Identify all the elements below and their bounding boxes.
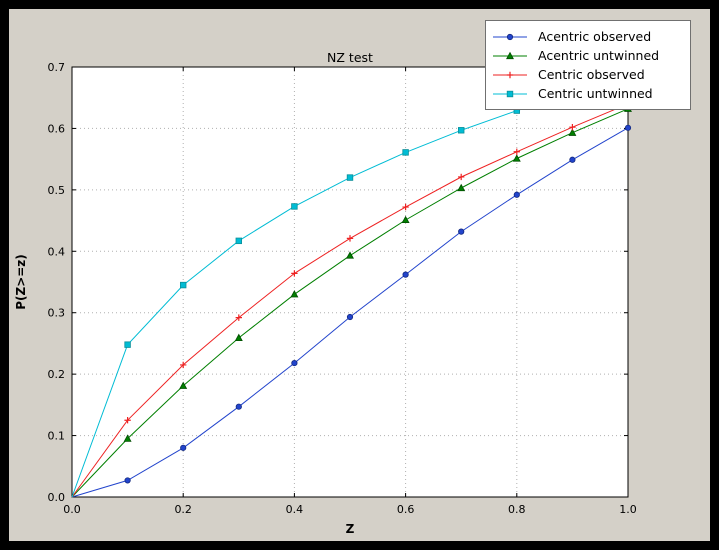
- marker-circle-icon: [124, 477, 131, 484]
- y-tick-label: 0.2: [48, 368, 66, 381]
- x-tick-label: 0.0: [63, 503, 81, 516]
- legend-item: Acentric untwinned: [492, 46, 684, 65]
- marker-square-icon: [346, 174, 354, 181]
- figure-window: 0.0 0.2 0.4 0.6 0.8 1.0 0.0 0.1 0.2 0.3 0.4 0.5 0.6 0…: [9, 9, 710, 541]
- marker-square-icon: [506, 90, 514, 97]
- x-tick-label: 0.8: [508, 503, 526, 516]
- marker-triangle-icon: [234, 333, 243, 341]
- y-tick-label: 0.4: [48, 245, 66, 258]
- legend-label: Acentric observed: [538, 29, 652, 44]
- y-tick-label: 0.7: [48, 61, 66, 74]
- marker-plus-icon: [180, 361, 187, 369]
- chart-generated-layer: 0.0 0.2 0.4 0.6 0.8 1.0 0.0 0.1 0.2 0.3 0.4 0.5 0.6 0…: [48, 61, 637, 516]
- marker-plus-icon: [506, 71, 514, 78]
- legend-sample-centric-untwinned: [493, 90, 527, 97]
- legend-label: Centric observed: [538, 67, 645, 82]
- marker-circle-icon: [402, 271, 409, 278]
- marker-triangle-icon: [179, 381, 188, 389]
- plot-area: [72, 67, 628, 497]
- marker-plus-icon: [124, 417, 131, 424]
- marker-plus-icon: [235, 314, 242, 321]
- legend-sample-centric-observed: [493, 71, 527, 78]
- marker-circle-icon: [624, 124, 632, 131]
- marker-triangle-icon: [401, 215, 410, 224]
- plot-border: [71, 66, 629, 498]
- marker-square-icon: [124, 341, 131, 348]
- marker-plus-icon: [346, 235, 354, 242]
- marker-square-icon: [235, 237, 242, 245]
- marker-circle-icon: [180, 444, 187, 451]
- legend-item: Centric untwinned: [492, 84, 684, 103]
- marker-circle-icon: [506, 33, 514, 40]
- marker-circle-icon: [569, 156, 576, 163]
- marker-circle-icon: [513, 191, 520, 198]
- y-tick-label: 0.6: [48, 122, 66, 135]
- marker-triangle-icon: [457, 183, 466, 192]
- legend-item: Acentric observed: [492, 27, 684, 46]
- y-tick-label: 0.5: [48, 184, 66, 197]
- marker-plus-icon: [569, 124, 576, 131]
- legend: Acentric observed Acentric untwinned Cen…: [485, 20, 691, 110]
- marker-triangle-icon: [568, 128, 577, 136]
- y-tick-label: 0.3: [48, 307, 66, 320]
- x-tick-label: 0.4: [286, 503, 304, 516]
- marker-square-icon: [457, 127, 465, 134]
- marker-circle-icon: [235, 403, 242, 410]
- y-axis-label: P(Z>=z): [14, 254, 28, 310]
- x-tick-label: 0.6: [397, 503, 415, 516]
- chart-title: NZ test: [327, 50, 373, 65]
- marker-plus-icon: [291, 270, 298, 277]
- marker-square-icon: [402, 149, 409, 156]
- legend-label: Acentric untwinned: [538, 48, 660, 63]
- marker-plus-icon: [513, 148, 520, 155]
- marker-triangle-icon: [346, 251, 354, 259]
- marker-circle-icon: [458, 228, 465, 235]
- y-tick-label: 0.1: [48, 430, 66, 443]
- legend-sample-acentric-observed: [493, 33, 527, 40]
- legend-item: Centric observed: [492, 65, 684, 84]
- marker-triangle-icon: [290, 290, 299, 298]
- legend-sample-acentric-untwinned: [493, 51, 527, 59]
- marker-plus-icon: [458, 173, 465, 181]
- legend-label: Centric untwinned: [538, 86, 653, 101]
- chart-canvas: 0.0 0.2 0.4 0.6 0.8 1.0 0.0 0.1 0.2 0.3 0.4 0.5 0.6 0…: [14, 50, 637, 536]
- y-tick-label: 0.0: [48, 491, 66, 504]
- marker-circle-icon: [291, 359, 298, 367]
- marker-triangle-icon: [123, 434, 132, 442]
- marker-triangle-icon: [506, 51, 514, 59]
- marker-plus-icon: [402, 203, 409, 211]
- x-tick-label: 0.2: [174, 503, 192, 516]
- marker-triangle-icon: [512, 154, 521, 162]
- marker-circle-icon: [346, 313, 354, 321]
- marker-square-icon: [291, 203, 298, 210]
- x-tick-label: 1.0: [619, 503, 637, 516]
- x-axis-label: Z: [346, 522, 355, 536]
- marker-square-icon: [179, 281, 187, 289]
